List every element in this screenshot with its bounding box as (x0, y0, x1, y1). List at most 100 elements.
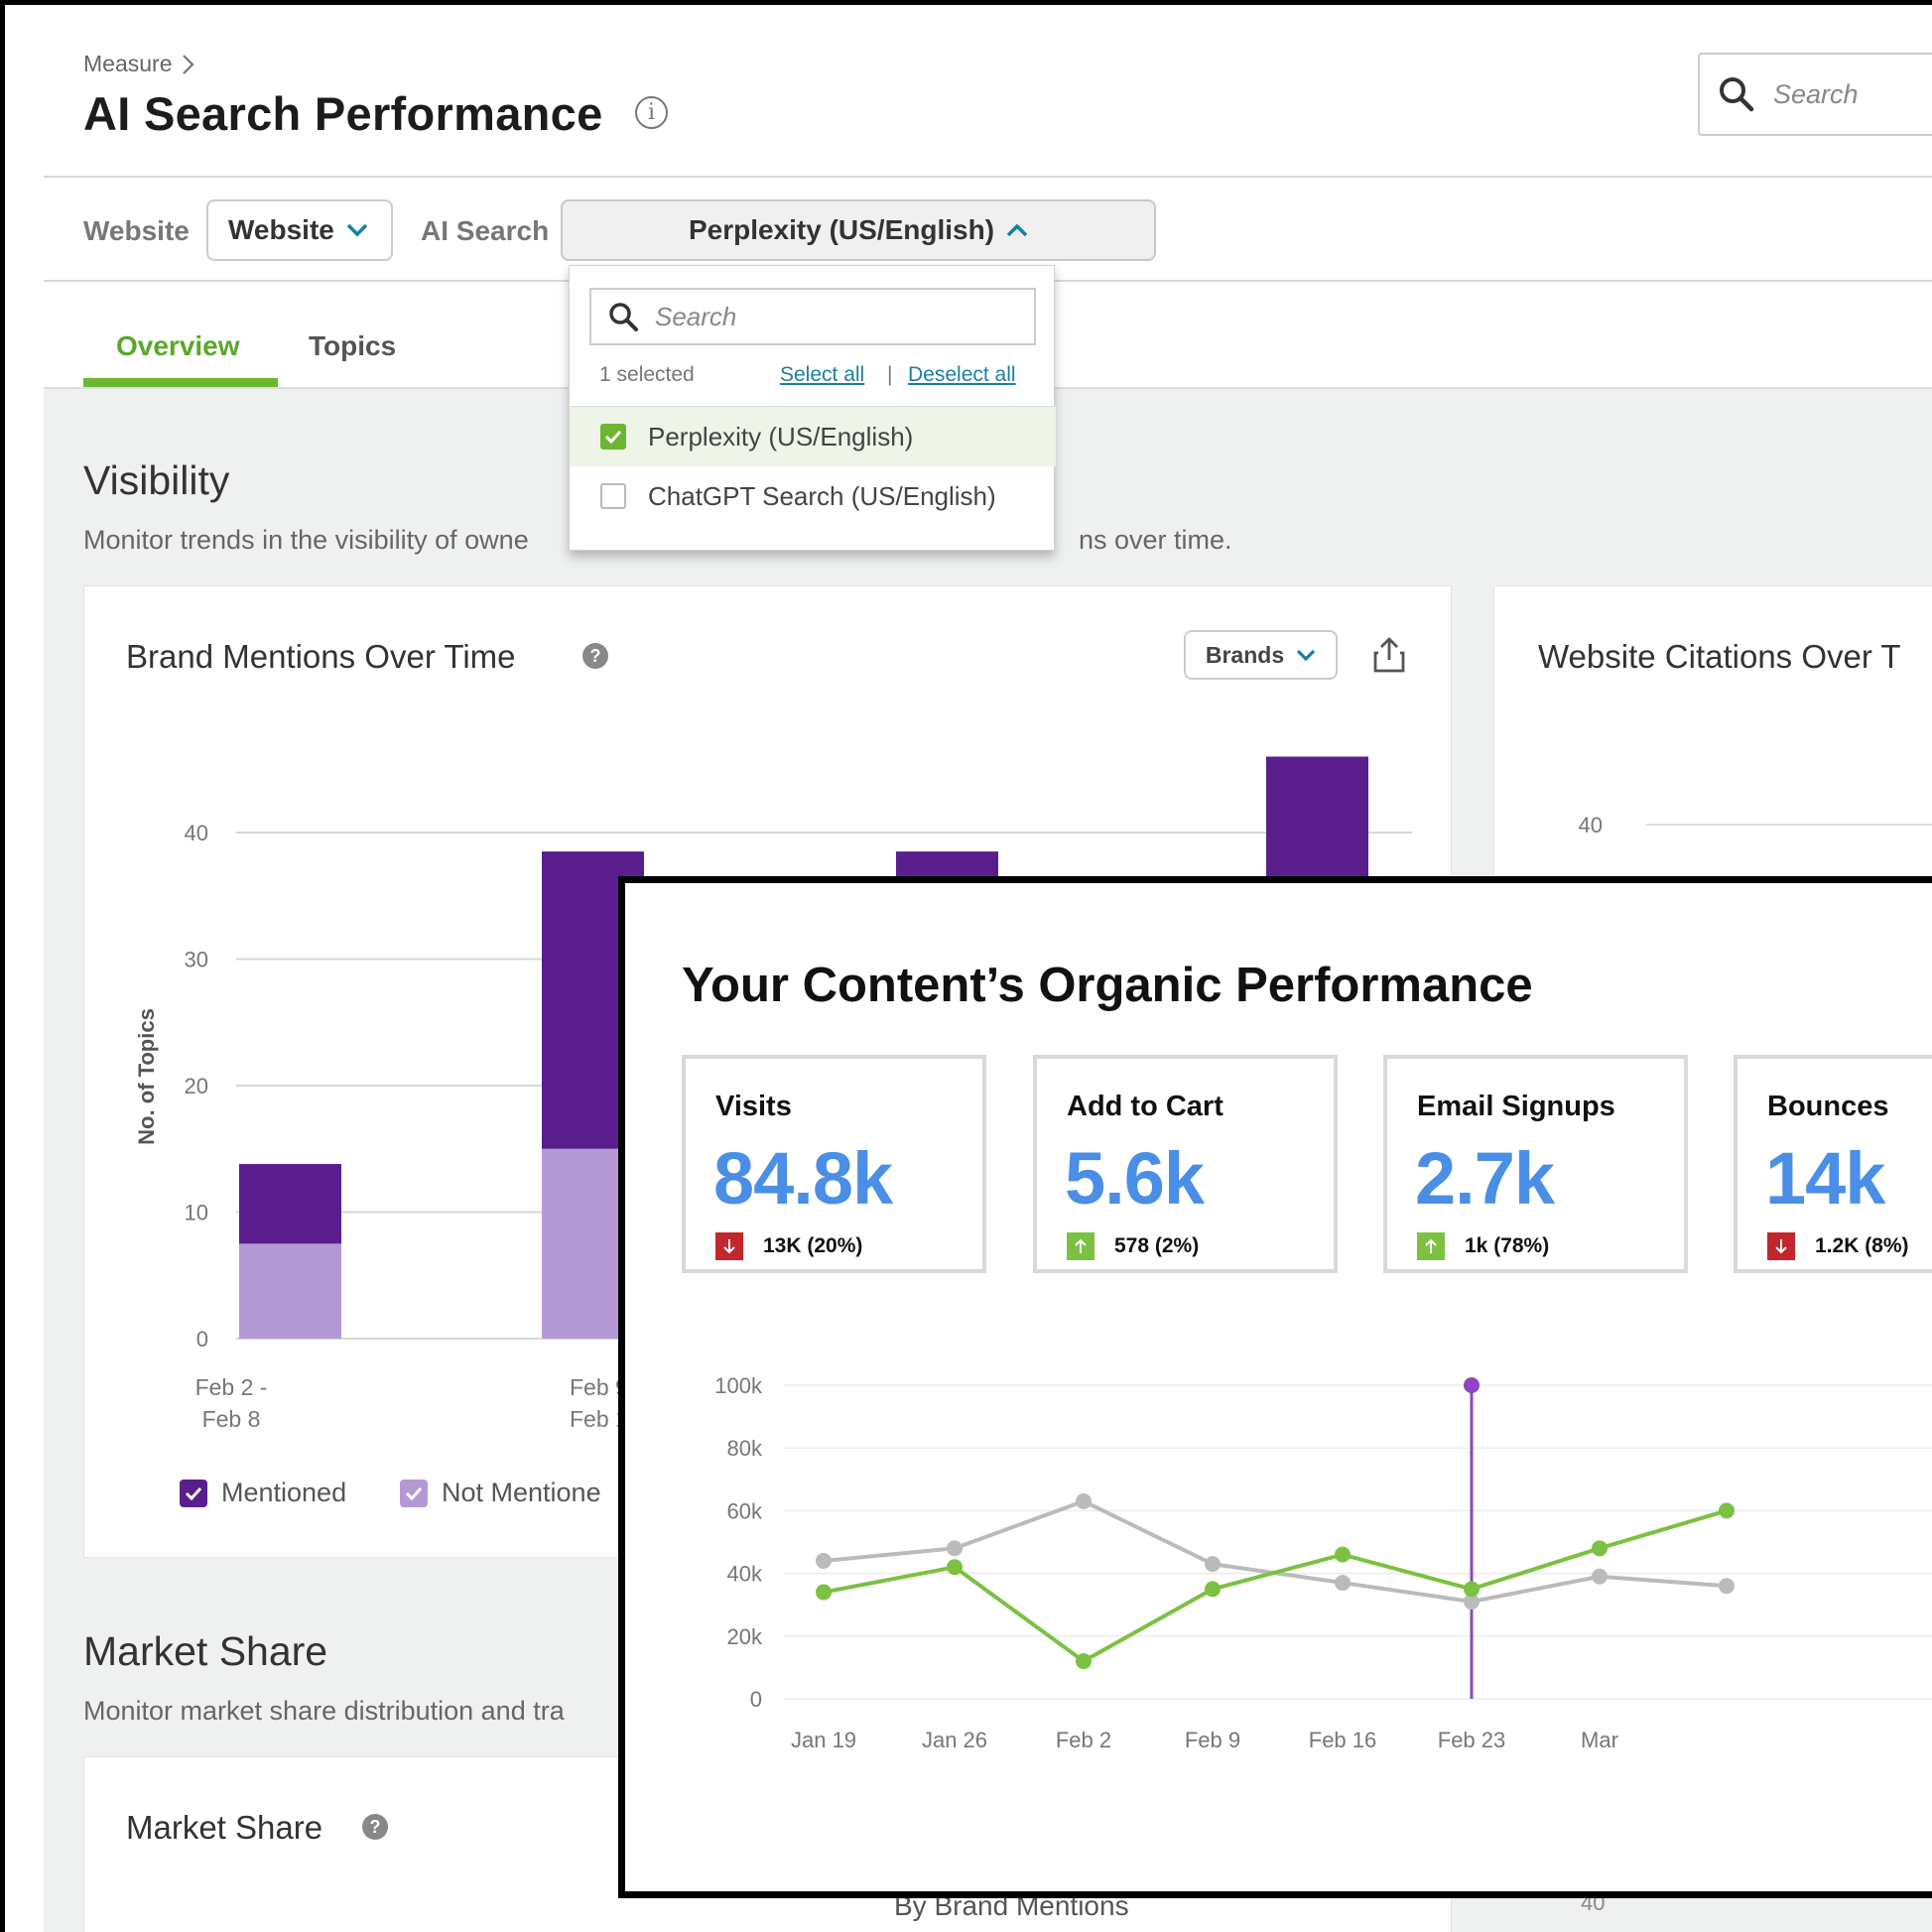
select-all-link[interactable]: Select all (780, 363, 865, 386)
chevron-up-icon (1006, 223, 1028, 237)
tab-topics[interactable]: Topics (309, 330, 397, 361)
option-perplexity[interactable]: Perplexity (US/English) (570, 407, 1056, 466)
option-label: Perplexity (US/English) (648, 421, 914, 451)
arrow-up-icon (1067, 1232, 1095, 1260)
x-tick-label: Feb 2 (1056, 1728, 1111, 1752)
kpi-card-email-signups: Email Signups 2.7k 1k (78%) (1383, 1055, 1688, 1273)
option-label: ChatGPT Search (US/English) (648, 480, 996, 511)
option-chatgpt-search[interactable]: ChatGPT Search (US/English) (570, 466, 1056, 526)
bar-mentioned (239, 1164, 341, 1244)
brands-dropdown-button[interactable]: Brands (1184, 630, 1338, 680)
x-tick-label: Feb 8 (202, 1406, 261, 1432)
website-select-value: Website (228, 214, 334, 245)
top-search-input[interactable]: Search (1698, 53, 1932, 136)
kpi-label: Bounces (1767, 1091, 1889, 1122)
kpi-label: Visits (715, 1091, 792, 1122)
info-icon[interactable]: i (635, 96, 668, 129)
y-tick-label: 0 (196, 1327, 208, 1352)
data-point (1719, 1578, 1735, 1595)
y-axis-label: No. of Topics (134, 1008, 159, 1145)
x-tick-label: Feb 16 (1309, 1728, 1377, 1752)
checkbox-checked-icon[interactable] (600, 424, 626, 450)
y-tick-label: 20 (185, 1074, 208, 1098)
data-point (816, 1584, 832, 1601)
citations-chart: 40 (1579, 813, 1932, 837)
organic-performance-panel: Your Content’s Organic Performance Visit… (618, 876, 1932, 1898)
y-tick-label: 20k (727, 1624, 763, 1649)
search-icon (609, 303, 638, 331)
data-point (1592, 1568, 1608, 1585)
kpi-card-bounces: Bounces 14k 1.2K (8%) (1734, 1055, 1932, 1273)
data-point (1205, 1581, 1221, 1598)
share-icon[interactable] (1372, 636, 1406, 674)
help-icon[interactable]: ? (362, 1814, 388, 1840)
dropdown-search-placeholder: Search (655, 301, 737, 331)
kpi-delta-text: 1k (78%) (1465, 1234, 1550, 1257)
y-tick-label: 0 (750, 1687, 762, 1712)
legend-item-mentioned[interactable]: Mentioned (180, 1478, 346, 1508)
kpi-label: Add to Cart (1067, 1091, 1224, 1122)
selected-count: 1 selected (599, 363, 695, 386)
kpi-delta: 1.2K (8%) (1767, 1232, 1909, 1260)
chevron-right-icon (183, 54, 195, 74)
kpi-delta: 1k (78%) (1417, 1232, 1549, 1260)
market-share-title: Market Share (83, 1628, 328, 1674)
data-point (947, 1559, 963, 1576)
data-point (1592, 1540, 1608, 1557)
website-citations-title: Website Citations Over T (1538, 638, 1901, 675)
visibility-title: Visibility (83, 457, 230, 503)
app-window: Measure AI Search Performance i Search W… (5, 5, 1932, 1932)
breadcrumb-measure[interactable]: Measure (83, 51, 173, 76)
x-tick-label: Feb 9 (1185, 1728, 1240, 1752)
marker-dot (1464, 1377, 1480, 1393)
ai-search-select-value: Perplexity (US/English) (688, 214, 995, 245)
checkbox-icon (180, 1479, 207, 1507)
breadcrumb[interactable]: Measure (83, 51, 195, 77)
data-point (1076, 1653, 1092, 1670)
chevron-down-icon (1296, 649, 1316, 661)
ai-search-select[interactable]: Perplexity (US/English) (561, 199, 1156, 261)
brand-mentions-title: Brand Mentions Over Time (126, 638, 516, 675)
y-tick-label: 60k (727, 1498, 763, 1523)
kpi-value: 14k (1765, 1137, 1885, 1220)
website-filter-label: Website (83, 215, 190, 246)
arrow-down-icon (715, 1232, 743, 1260)
x-tick-label: Mar (1581, 1728, 1618, 1752)
y-tick-label: 30 (185, 948, 208, 972)
arrow-down-icon (1767, 1232, 1795, 1260)
market-share-description: Monitor market share distribution and tr… (83, 1696, 565, 1726)
x-tick-label: Feb 2 - (195, 1374, 268, 1400)
legend-label: Mentioned (221, 1478, 347, 1507)
x-tick-label: Jan 19 (791, 1728, 856, 1752)
page-title: AI Search Performance (83, 87, 603, 140)
organic-line-chart: 0 20k 40k 60k 80k 100k Jan 19 Jan 26 Feb 2 Feb 9 F… (714, 1373, 1932, 1752)
kpi-delta-text: 13K (20%) (763, 1234, 863, 1257)
visibility-description: Monitor trends in the visibility of owne (83, 525, 529, 555)
separator: | (887, 363, 893, 386)
legend-item-not-mentioned[interactable]: Not Mentione (400, 1478, 601, 1508)
visibility-description-tail: ns over time. (1079, 525, 1232, 555)
kpi-card-add-to-cart: Add to Cart 5.6k 578 (2%) (1033, 1055, 1338, 1273)
market-share-card-title: Market Share (126, 1809, 323, 1846)
deselect-all-link[interactable]: Deselect all (908, 363, 1016, 386)
active-tab-indicator (83, 378, 278, 387)
kpi-value: 5.6k (1065, 1137, 1205, 1220)
y-tick-label: 40 (1579, 813, 1603, 837)
checkbox-icon (400, 1479, 428, 1507)
bar-not-mentioned (239, 1243, 341, 1339)
data-point (1719, 1502, 1735, 1519)
search-icon (1720, 77, 1754, 112)
website-select[interactable]: Website (206, 199, 393, 261)
y-tick-label: 100k (714, 1373, 763, 1398)
search-placeholder: Search (1773, 78, 1859, 109)
organic-performance-title: Your Content’s Organic Performance (682, 959, 1533, 1012)
dropdown-search-input[interactable]: Search (589, 288, 1036, 345)
y-tick-label: 80k (727, 1436, 763, 1461)
divider (44, 176, 1932, 178)
checkbox-unchecked-icon[interactable] (600, 483, 626, 509)
kpi-value: 84.8k (713, 1137, 893, 1220)
brands-button-label: Brands (1205, 641, 1285, 668)
tab-overview[interactable]: Overview (116, 330, 240, 361)
help-icon[interactable]: ? (582, 643, 608, 669)
data-point (1335, 1575, 1351, 1592)
